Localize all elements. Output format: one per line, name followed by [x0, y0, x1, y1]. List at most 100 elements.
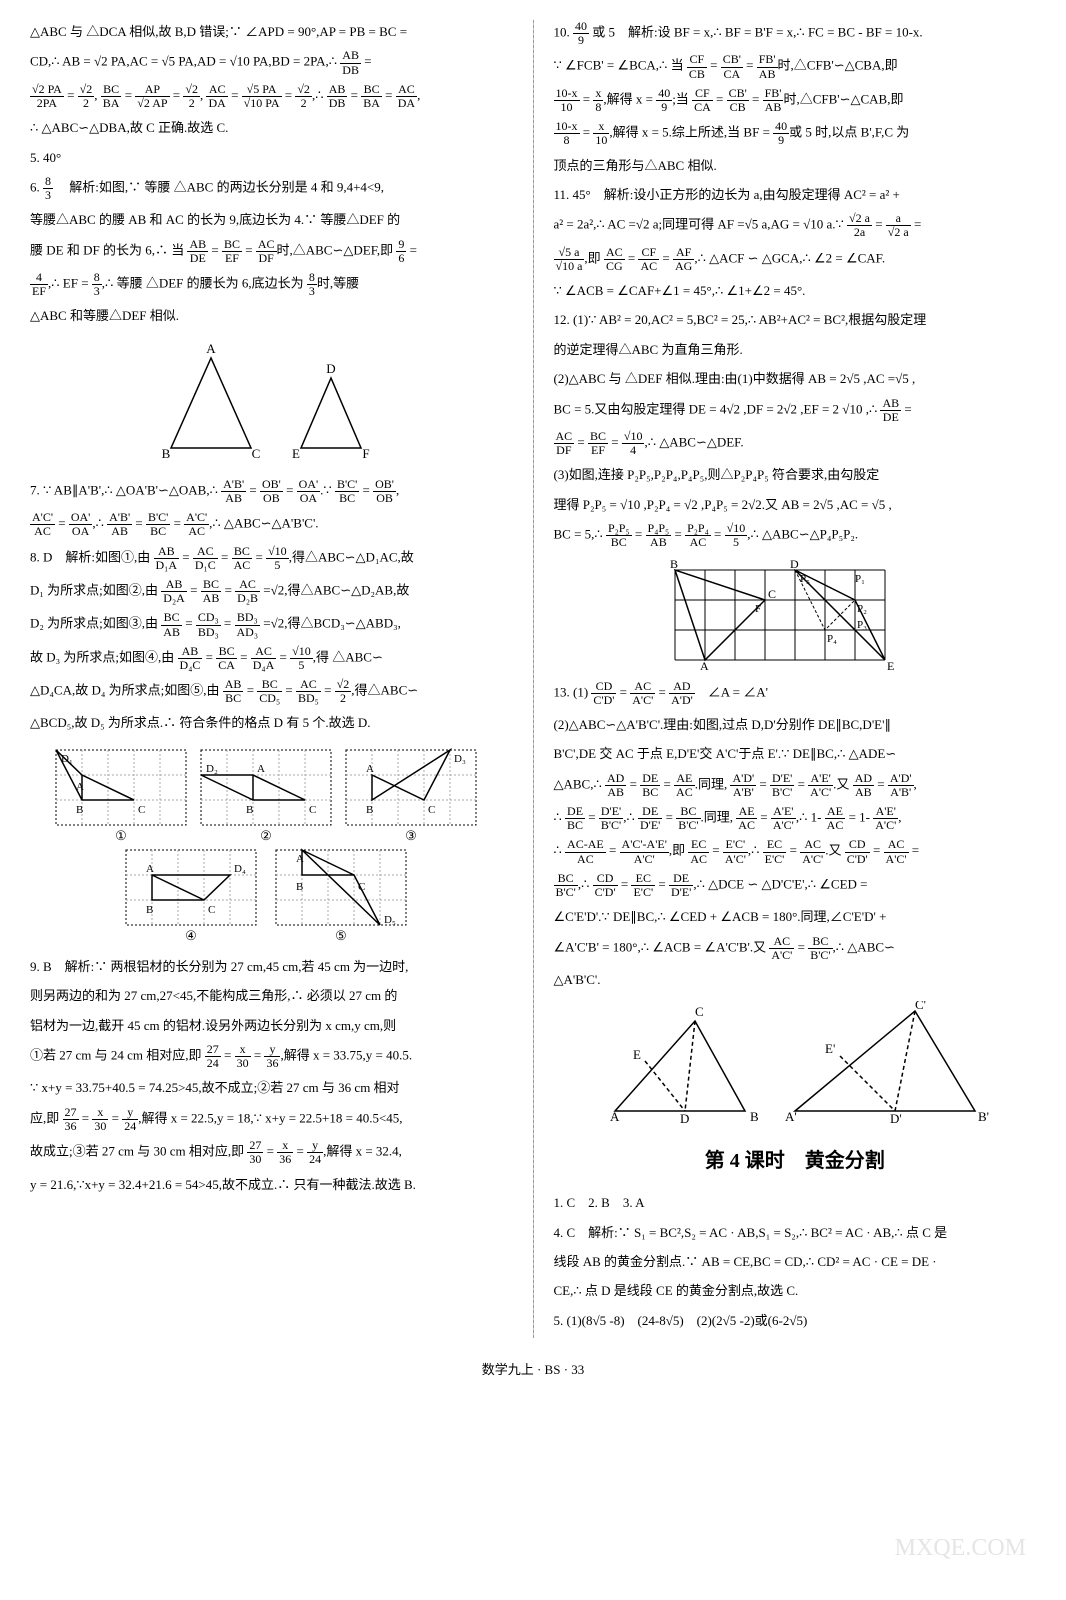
- svg-text:E: E: [633, 1047, 641, 1062]
- svg-text:A: A: [700, 659, 709, 670]
- right-column: 10. 409 或 5 解析:设 BF = x,∴ BF = B'F = x,∴…: [554, 20, 1037, 1338]
- svg-text:B': B': [978, 1109, 989, 1124]
- grid-diagrams: D₁ A B C D₂ A B C: [30, 745, 513, 945]
- svg-text:C: C: [252, 446, 261, 461]
- text: 则另两边的和为 27 cm,27<45,不能构成三角形,∴ 必须以 27 cm …: [30, 984, 513, 1007]
- svg-text:C: C: [428, 804, 435, 816]
- triangle-diagram-2: A B C D E A' B' C' D' E': [554, 1001, 1037, 1131]
- svg-text:B: B: [750, 1109, 759, 1124]
- text: D₂ 为所求点;如图③,由 BCAB = CD₃BD₃ = BD₃AD₃ =√2…: [30, 611, 513, 638]
- svg-text:E': E': [825, 1041, 835, 1056]
- svg-text:⑤: ⑤: [335, 928, 347, 943]
- text: ∠A'C'B' = 180°,∴ ∠ACB = ∠A'C'B'.又 ACA'C'…: [554, 935, 1037, 962]
- text: 6. 83 解析:如图,∵ 等腰 △ABC 的两边长分别是 4 和 9,4+4<…: [30, 175, 513, 202]
- text: 应,即 2736 = x30 = y24,解得 x = 22.5,y = 18,…: [30, 1106, 513, 1133]
- text: A'C'AC = OA'OA,∴ A'B'AB = B'C'BC = A'C'A…: [30, 511, 513, 538]
- text: (3)如图,连接 P₂P₅,P₂P₄,P₄P₅,则△P₂P₄P₅ 符合要求,由勾…: [554, 463, 1037, 486]
- svg-text:②: ②: [260, 828, 272, 843]
- svg-text:A: A: [146, 863, 154, 875]
- text: △D₄CA,故 D₄ 为所求点;如图⑤,由 ABBC = BCCD₅ = ACB…: [30, 678, 513, 705]
- text: 线段 AB 的黄金分割点.∵ AB = CE,BC = CD,∴ CD² = A…: [554, 1250, 1037, 1273]
- text: 故成立;③若 27 cm 与 30 cm 相对应,即 2730 = x36 = …: [30, 1139, 513, 1166]
- text: △BCD₅,故 D₅ 为所求点.∴ 符合条件的格点 D 有 5 个.故选 D.: [30, 711, 513, 734]
- text: 5. 40°: [30, 146, 513, 169]
- svg-text:C: C: [138, 804, 145, 816]
- text: △A'B'C'.: [554, 968, 1037, 991]
- grid-diagram-2: B C A D E F P₁ P₂ P₃ P₄ P₅: [554, 560, 1037, 670]
- svg-text:A: A: [257, 763, 265, 775]
- svg-text:F: F: [755, 603, 761, 615]
- text: B'C',DE 交 AC 于点 E,D'E'交 A'C'于点 E'.∵ DE∥B…: [554, 742, 1037, 765]
- text: CD,∴ AB = √2 PA,AC = √5 PA,AD = √10 PA,B…: [30, 49, 513, 76]
- svg-text:B: B: [162, 446, 171, 461]
- svg-text:P₅: P₅: [800, 573, 810, 585]
- text: ①若 27 cm 与 24 cm 相对应,即 2724 = x30 = y36,…: [30, 1043, 513, 1070]
- text: 10. 409 或 5 解析:设 BF = x,∴ BF = B'F = x,∴…: [554, 20, 1037, 47]
- svg-text:A: A: [76, 781, 84, 793]
- svg-text:B: B: [146, 904, 153, 916]
- svg-text:P₁: P₁: [855, 573, 865, 585]
- text: √2 PA2PA = √22, BCBA = AP√2 AP = √22, AC…: [30, 83, 513, 110]
- svg-text:B: B: [366, 804, 373, 816]
- svg-text:C: C: [208, 904, 215, 916]
- svg-text:④: ④: [185, 928, 197, 943]
- text: BC = 5.又由勾股定理得 DE = 4√2 ,DF = 2√2 ,EF = …: [554, 397, 1037, 424]
- svg-text:③: ③: [405, 828, 417, 843]
- text: ∵ ∠ACB = ∠CAF+∠1 = 45°,∴ ∠1+∠2 = 45°.: [554, 279, 1037, 302]
- svg-text:A: A: [296, 853, 304, 865]
- text: 4. C 解析:∵ S₁ = BC²,S₂ = AC · AB,S₁ = S₂,…: [554, 1221, 1037, 1244]
- svg-text:P₃: P₃: [857, 619, 867, 631]
- text: 10-x10 = x8,解得 x = 409;当 CFCA = CB'CB = …: [554, 87, 1037, 114]
- column-divider: [533, 20, 534, 1338]
- svg-text:B: B: [246, 804, 253, 816]
- text: 铝材为一边,截开 45 cm 的铝材.设另外两边长分别为 x cm,y cm,则: [30, 1014, 513, 1037]
- text: 顶点的三角形与△ABC 相似.: [554, 154, 1037, 177]
- text: 的逆定理得△ABC 为直角三角形.: [554, 338, 1037, 361]
- text: △ABC 与 △DCA 相似,故 B,D 错误;∵ ∠APD = 90°,AP …: [30, 20, 513, 43]
- svg-text:P₂: P₂: [857, 603, 867, 615]
- text: 7. ∵ AB∥A'B',∴ △OA'B'∽△OAB,∴ A'B'AB = OB…: [30, 478, 513, 505]
- text: 腰 DE 和 DF 的长为 6,∴ 当 ABDE = BCEF = ACDF时,…: [30, 238, 513, 265]
- text: ∴ △ABC∽△DBA,故 C 正确.故选 C.: [30, 116, 513, 139]
- text: ACDF = BCEF = √104,∴ △ABC∽△DEF.: [554, 430, 1037, 457]
- svg-text:D: D: [790, 560, 799, 571]
- text: ∴ AC-AEAC = A'C'-A'E'A'C',即 ECAC = E'C'A…: [554, 838, 1037, 865]
- svg-text:A: A: [207, 341, 217, 356]
- text: 10-x8 = x10,解得 x = 5.综上所述,当 BF = 409或 5 …: [554, 120, 1037, 147]
- svg-text:D₅: D₅: [384, 914, 396, 926]
- text: D₁ 为所求点;如图②,由 ABD₂A = BCAB = ACD₂B =√2,得…: [30, 578, 513, 605]
- text: 11. 45° 解析:设小正方形的边长为 a,由勾股定理得 AC² = a² +: [554, 183, 1037, 206]
- text: (2)△ABC 与 △DEF 相似.理由:由(1)中数据得 AB = 2√5 ,…: [554, 367, 1037, 390]
- svg-text:F: F: [363, 446, 370, 461]
- text: BC = 5,∴ P₂P₅BC = P₄P₅AB = P₂P₄AC = √105…: [554, 522, 1037, 549]
- svg-text:A: A: [366, 763, 374, 775]
- svg-text:C': C': [915, 1001, 926, 1012]
- svg-text:D₂: D₂: [206, 763, 218, 775]
- text: 12. (1)∵ AB² = 20,AC² = 5,BC² = 25,∴ AB²…: [554, 308, 1037, 331]
- text: CE,∴ 点 D 是线段 CE 的黄金分割点,故选 C.: [554, 1279, 1037, 1302]
- svg-text:A': A': [785, 1109, 797, 1124]
- svg-text:E: E: [887, 659, 894, 670]
- text: a² = 2a²,∴ AC =√2 a;同理可得 AF =√5 a,AG = √…: [554, 212, 1037, 239]
- triangle-diagram-1: A B C D E F: [30, 338, 513, 468]
- text: ∵ ∠FCB' = ∠BCA,∴ 当 CFCB = CB'CA = FB'AB时…: [554, 53, 1037, 80]
- text: △ABC 和等腰△DEF 相似.: [30, 304, 513, 327]
- page-footer: 数学九上 · BS · 33: [30, 1358, 1036, 1381]
- svg-text:D: D: [680, 1111, 689, 1126]
- svg-text:①: ①: [115, 828, 127, 843]
- svg-text:D: D: [327, 361, 336, 376]
- svg-text:P₄: P₄: [827, 633, 837, 645]
- svg-text:E: E: [292, 446, 300, 461]
- text: ∠C'E'D'.∵ DE∥BC,∴ ∠CED + ∠ACB = 180°.同理,…: [554, 905, 1037, 928]
- svg-text:A: A: [610, 1109, 620, 1124]
- text: △ABC,∴ ADAB = DEBC = AEAC.同理, A'D'A'B' =…: [554, 772, 1037, 799]
- svg-text:C: C: [309, 804, 316, 816]
- text: 理得 P₂P₅ = √10 ,P₂P₄ = √2 ,P₄P₅ = 2√2.又 A…: [554, 493, 1037, 516]
- svg-text:B: B: [670, 560, 678, 571]
- text: 8. D 解析:如图①,由 ABD₁A = ACD₁C = BCAC = √10…: [30, 545, 513, 572]
- text: 13. (1) CDC'D' = ACA'C' = ADA'D' ∠A = ∠A…: [554, 680, 1037, 707]
- text: BCB'C',∴ CDC'D' = ECE'C' = DED'E',∴ △DCE…: [554, 872, 1037, 899]
- svg-text:C: C: [695, 1004, 704, 1019]
- text: 故 D₃ 为所求点;如图④,由 ABD₄C = BCCA = ACD₄A = √…: [30, 645, 513, 672]
- text: (2)△ABC∽△A'B'C'.理由:如图,过点 D,D'分别作 DE∥BC,D…: [554, 713, 1037, 736]
